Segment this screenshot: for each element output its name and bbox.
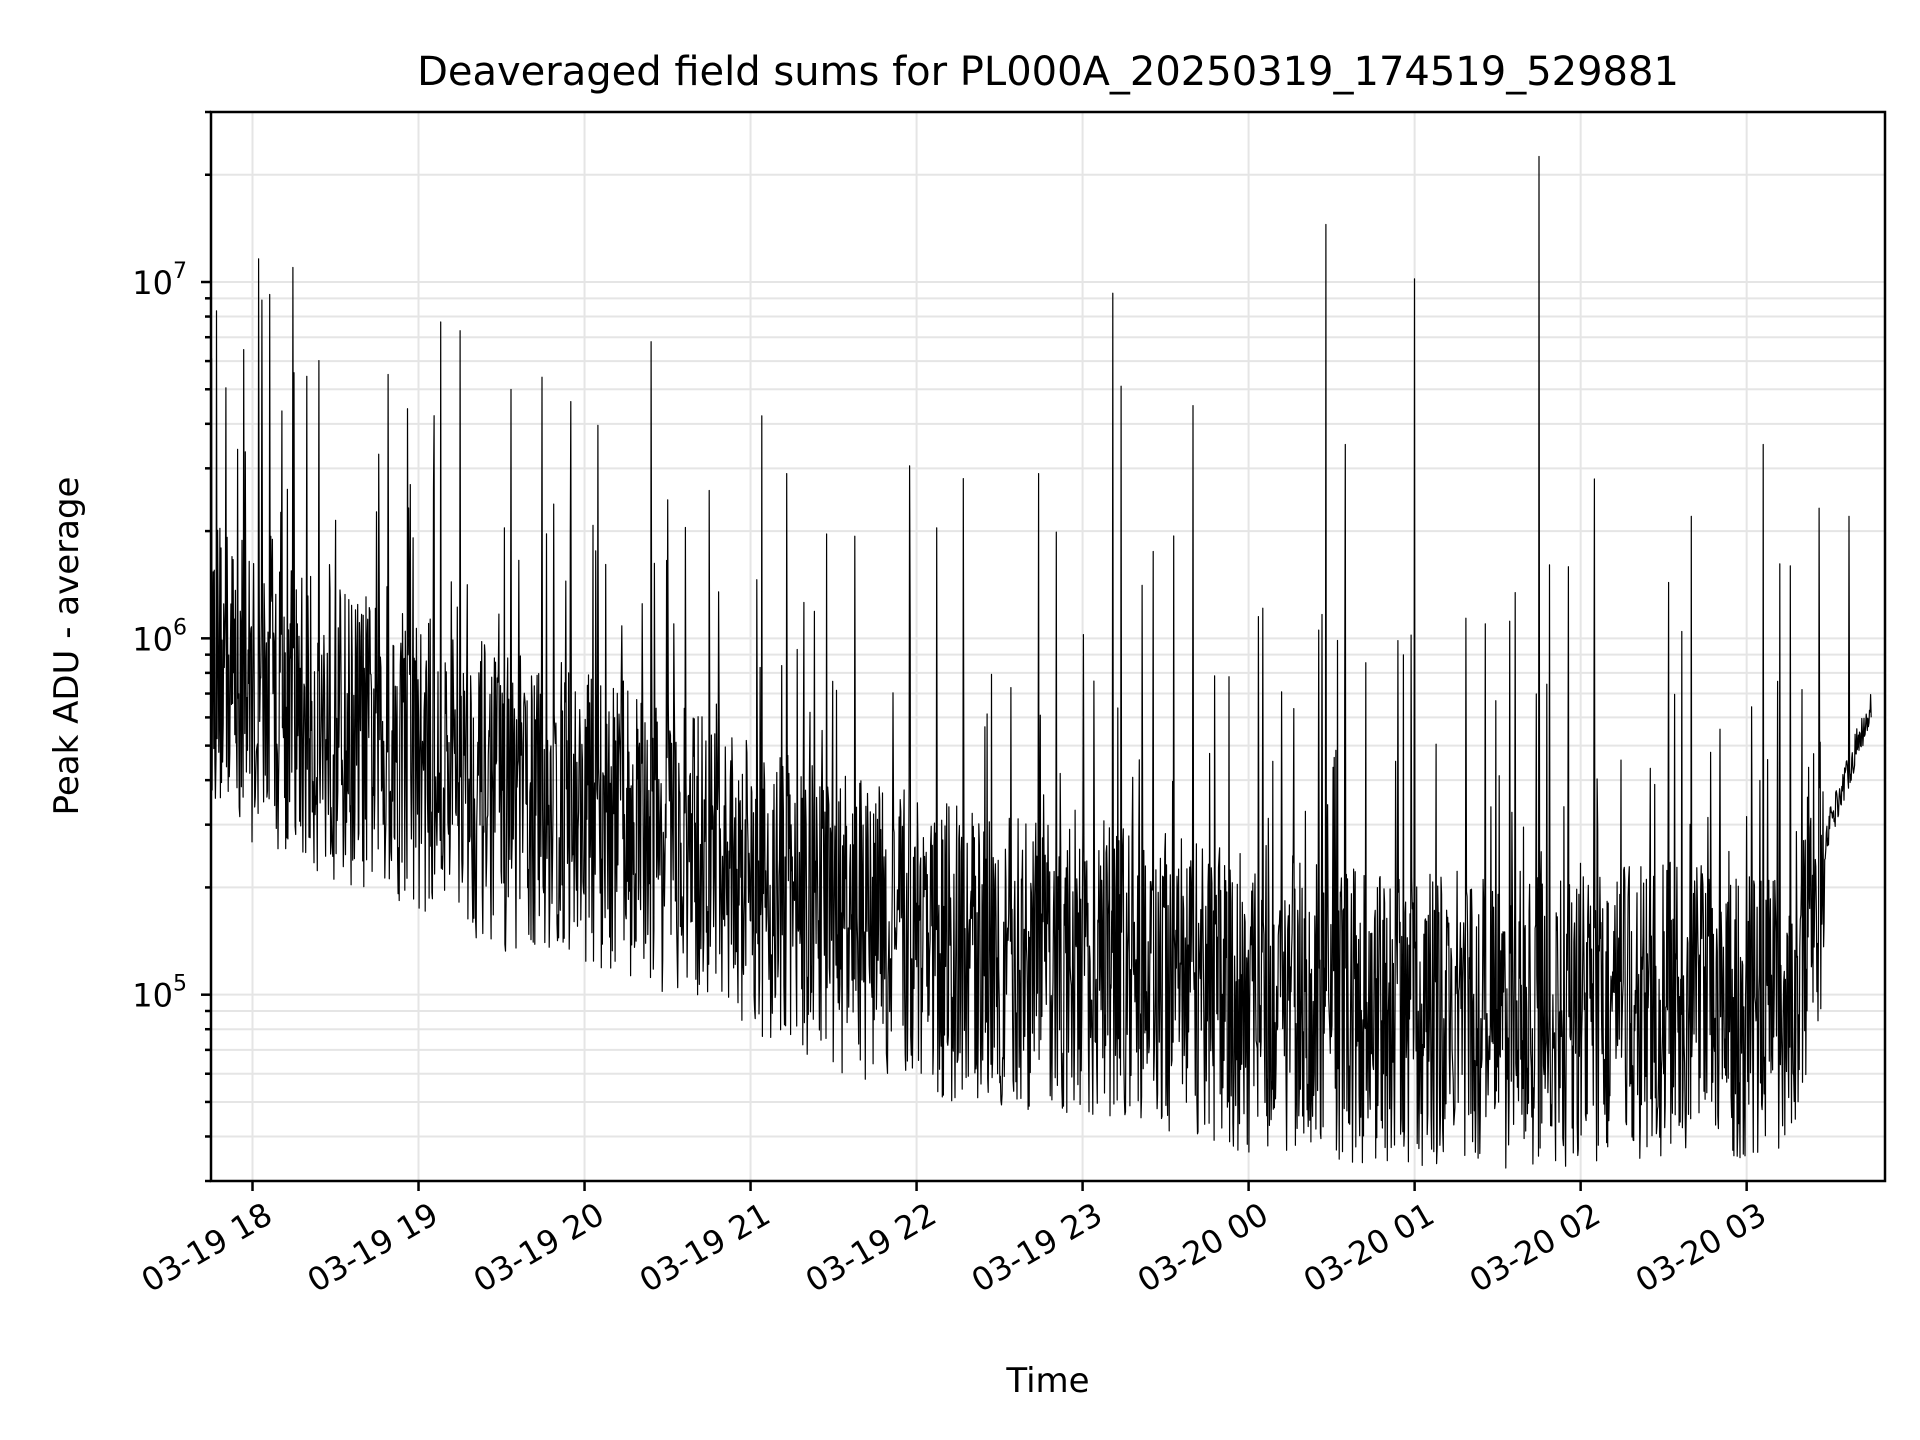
y-tick-label-base: 10 [132,620,173,658]
x-axis-label: Time [1005,1361,1089,1401]
chart-title: Deaveraged field sums for PL000A_2025031… [417,49,1679,95]
plot-frame [209,110,1887,1183]
y-tick-label: 105 [132,972,187,1015]
y-tick-label: 106 [132,615,187,658]
y-tick-label-base: 10 [132,977,173,1015]
y-tick-label: 107 [132,259,187,302]
y-axis-label: Peak ADU - average [47,477,87,816]
y-tick-label-exponent: 6 [173,615,187,640]
y-tick-label-base: 10 [132,264,173,302]
series-line [210,155,1872,1169]
y-tick-label-exponent: 5 [173,972,187,997]
series-layer [210,155,1872,1169]
y-tick-label-exponent: 7 [173,259,187,284]
